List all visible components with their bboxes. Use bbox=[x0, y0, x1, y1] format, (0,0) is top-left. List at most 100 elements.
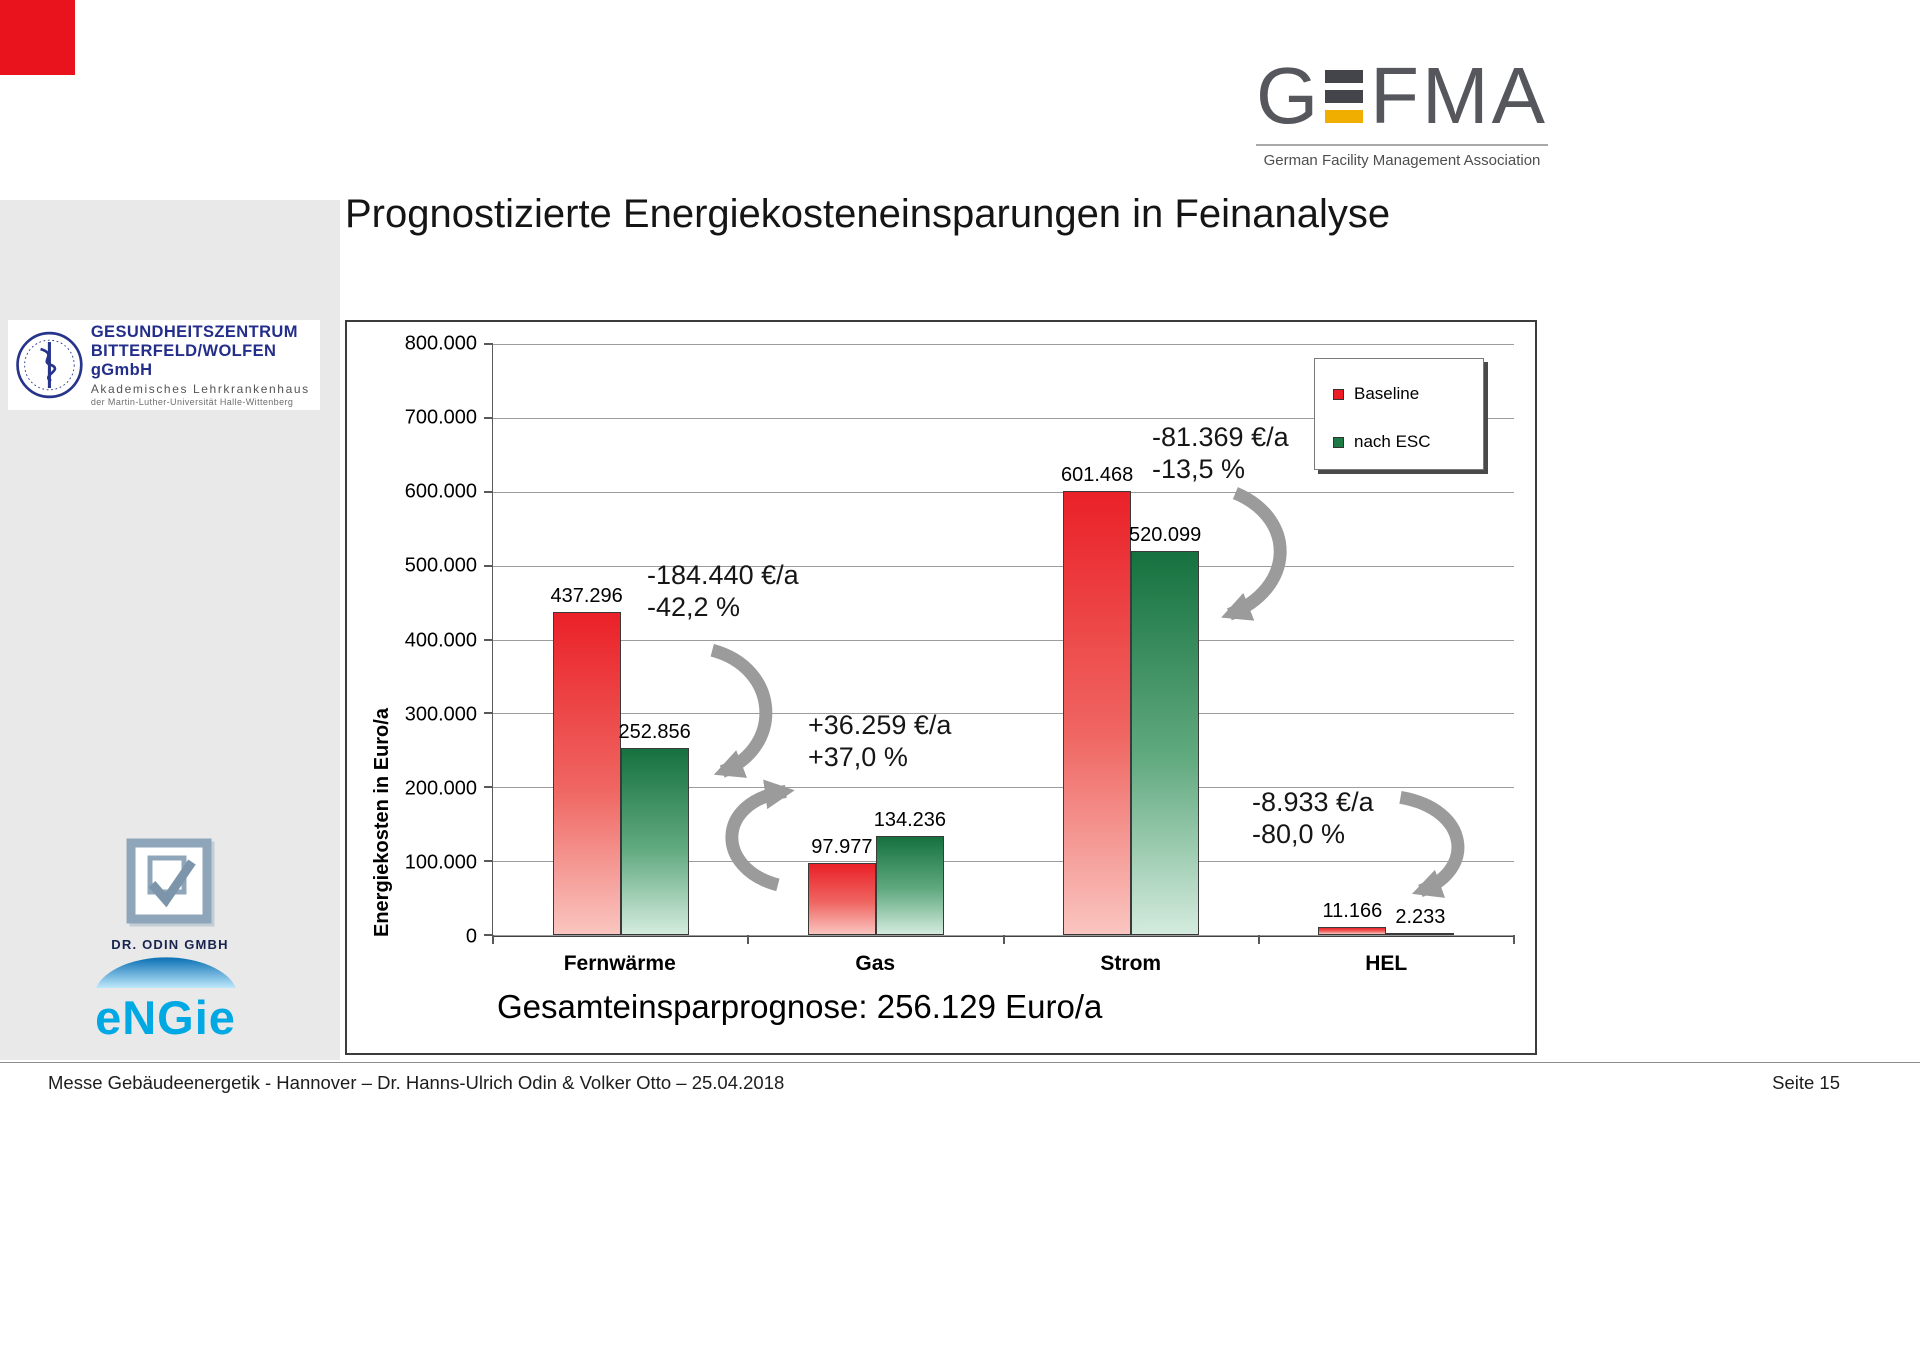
bar-value-label: 2.233 bbox=[1395, 906, 1446, 928]
health-center-logo: GESUNDHEITSZENTRUM BITTERFELD/WOLFEN gGm… bbox=[8, 320, 320, 410]
category-label: Strom bbox=[1100, 952, 1162, 975]
y-tick-label: 300.000 bbox=[404, 703, 477, 726]
bar-value-label: 11.166 bbox=[1322, 899, 1383, 922]
chart: Energiekosten in Euro/a 800.000 700.000 60… bbox=[345, 320, 1537, 1055]
y-tick-mark bbox=[484, 490, 493, 493]
legend-label-baseline: Baseline bbox=[1354, 384, 1420, 403]
category-label: Gas bbox=[855, 952, 896, 975]
gridline bbox=[493, 713, 1514, 715]
category-label: HEL bbox=[1365, 952, 1408, 975]
annotation-value: +36.259 €/a bbox=[808, 710, 952, 740]
y-tick-label: 500.000 bbox=[404, 554, 477, 577]
annotation-percent: -80,0 % bbox=[1252, 818, 1346, 849]
x-tick-mark bbox=[747, 935, 750, 944]
total-savings-text: Gesamteinsparprognose: 256.129 Euro/a bbox=[497, 988, 1103, 1025]
x-tick-mark bbox=[492, 935, 494, 944]
page-title: Prognostizierte Energiekosteneinsparunge… bbox=[345, 192, 1391, 236]
gefma-divider bbox=[1256, 144, 1548, 146]
x-tick-mark bbox=[1002, 935, 1005, 944]
bar-baseline: 437.296 bbox=[550, 585, 623, 935]
odin-checkmark-icon bbox=[126, 838, 215, 927]
y-tick-label: 800.000 bbox=[404, 332, 477, 355]
legend-marker-baseline-icon bbox=[1333, 388, 1344, 400]
gridline bbox=[493, 491, 1514, 493]
y-tick-mark bbox=[484, 564, 493, 567]
annotation-hel: -8.933 €/a -80,0 % bbox=[1252, 787, 1374, 851]
engie-arc-icon bbox=[95, 957, 236, 988]
gefma-letter-g: G bbox=[1256, 51, 1319, 140]
annotation-value: -81.369 €/a bbox=[1152, 422, 1289, 452]
y-tick-mark bbox=[484, 934, 493, 936]
corner-accent-square bbox=[0, 0, 75, 75]
engie-wordmark: eNGie bbox=[95, 991, 236, 1044]
bar-nach-esc: 2.233 bbox=[1386, 906, 1455, 935]
y-axis-ticks: 800.000 700.000 600.000 500.000 400.000 300.0… bbox=[347, 333, 483, 948]
bar-value-label: 252.856 bbox=[618, 721, 691, 744]
y-tick-label: 0 bbox=[465, 925, 477, 948]
y-tick-label: 400.000 bbox=[404, 629, 477, 651]
legend: Baseline nach ESC bbox=[1314, 358, 1484, 470]
y-tick-mark bbox=[484, 343, 493, 345]
y-tick-label: 700.000 bbox=[404, 406, 477, 429]
gefma-subtitle: German Facility Management Association bbox=[1263, 152, 1541, 169]
bar-value-label: 601.468 bbox=[1060, 463, 1134, 486]
annotation-percent: +37,0 % bbox=[808, 741, 908, 772]
category-slot: 97.977 134.236 bbox=[748, 344, 1003, 935]
health-center-emblem-icon bbox=[16, 331, 83, 399]
annotation-percent: -42,2 % bbox=[647, 591, 741, 622]
x-tick-mark bbox=[1513, 935, 1515, 944]
gridline bbox=[493, 344, 1514, 345]
annotation-percent: -13,5 % bbox=[1152, 453, 1246, 484]
annotation-value: -8.933 €/a bbox=[1252, 787, 1374, 817]
footer-credits: Messe Gebäudeenergetik - Hannover – Dr. … bbox=[48, 1072, 785, 1093]
annotation-gas: +36.259 €/a +37,0 % bbox=[808, 710, 951, 774]
bar-baseline: 11.166 bbox=[1318, 900, 1387, 935]
gefma-letters-fma: FMA bbox=[1370, 51, 1548, 140]
annotation-strom: -81.369 €/a -13,5 % bbox=[1152, 422, 1289, 486]
category-label: Fernwärme bbox=[563, 952, 676, 975]
legend-item-baseline: Baseline bbox=[1333, 373, 1483, 415]
legend-marker-nach-esc-icon bbox=[1333, 436, 1344, 448]
health-center-line4: der Martin-Luther-Universität Halle-Witt… bbox=[90, 397, 294, 407]
y-tick-label: 100.000 bbox=[404, 851, 477, 874]
y-tick-mark bbox=[484, 786, 493, 789]
health-center-line2: BITTERFELD/WOLFEN gGmbH bbox=[90, 342, 277, 379]
bar-value-label: 520.099 bbox=[1128, 523, 1202, 546]
y-tick-mark bbox=[484, 416, 493, 419]
odin-label: DR. ODIN GMBH bbox=[111, 937, 229, 952]
bar-nach-esc: 520.099 bbox=[1129, 524, 1201, 935]
bar-nach-esc: 252.856 bbox=[618, 721, 691, 935]
odin-logo: DR. ODIN GMBH bbox=[0, 836, 340, 952]
plot-area: 437.296 252.856 97.977 134.236 601.468 520.09… bbox=[484, 343, 1515, 944]
bar-baseline: 97.977 bbox=[807, 836, 876, 935]
engie-logo: eNGie bbox=[63, 946, 268, 1045]
gridline bbox=[493, 787, 1514, 789]
gridline bbox=[493, 639, 1514, 641]
category-slot: 601.468 520.099 bbox=[1004, 344, 1259, 935]
y-tick-label: 200.000 bbox=[404, 777, 477, 800]
bar-value-label: 97.977 bbox=[811, 835, 873, 858]
bar-nach-esc: 134.236 bbox=[874, 809, 946, 935]
y-tick-label: 600.000 bbox=[404, 480, 477, 503]
legend-label-nach-esc: nach ESC bbox=[1354, 432, 1431, 451]
bar-baseline: 601.468 bbox=[1061, 464, 1133, 935]
gefma-e-bars-icon bbox=[1325, 69, 1364, 123]
footer: Messe Gebäudeenergetik - Hannover – Dr. … bbox=[0, 1062, 1920, 1094]
category-slot: 11.166 2.233 bbox=[1259, 344, 1514, 935]
bar-value-label: 134.236 bbox=[873, 808, 947, 831]
gefma-wordmark: G FMA bbox=[1256, 56, 1548, 136]
x-tick-mark bbox=[1257, 935, 1260, 944]
health-center-text: GESUNDHEITSZENTRUM BITTERFELD/WOLFEN gGm… bbox=[91, 323, 314, 407]
gridline bbox=[493, 417, 1514, 419]
gefma-logo: G FMA German Facility Management Associa… bbox=[1256, 56, 1548, 169]
annotation-value: -184.440 €/a bbox=[647, 560, 799, 590]
gridline bbox=[493, 861, 1514, 863]
footer-page-number: Seite 15 bbox=[1772, 1072, 1840, 1093]
health-center-line3: Akademisches Lehrkrankenhaus bbox=[90, 382, 310, 396]
health-center-line1: GESUNDHEITSZENTRUM bbox=[90, 323, 298, 341]
legend-item-nach-esc: nach ESC bbox=[1333, 421, 1483, 463]
y-tick-mark bbox=[484, 712, 493, 715]
bar-value-label: 437.296 bbox=[550, 584, 623, 607]
y-tick-mark bbox=[484, 638, 493, 641]
